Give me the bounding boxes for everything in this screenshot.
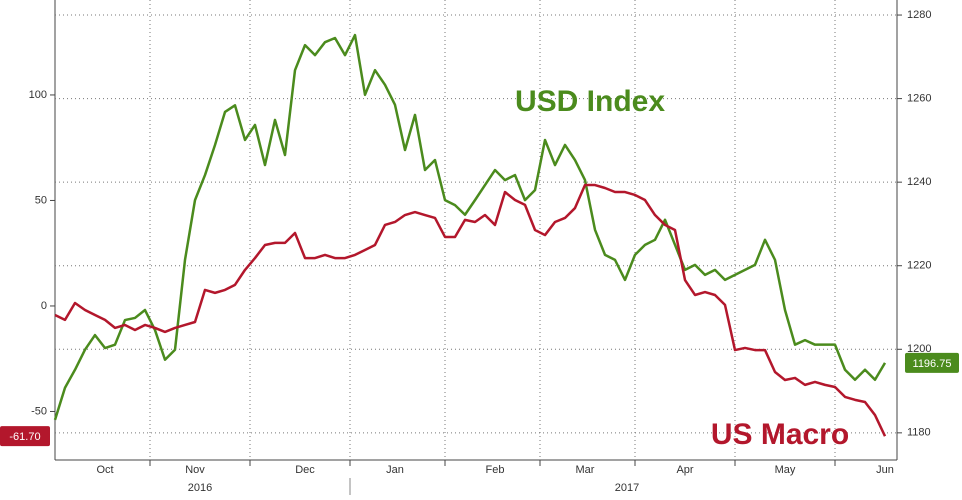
x-tick-label: Dec <box>295 464 315 476</box>
value-label-box <box>0 426 50 447</box>
y-tick-label: -50 <box>31 405 47 417</box>
x-tick-label: May <box>775 464 796 476</box>
x-tick-label: Feb <box>486 464 505 476</box>
x-tick-label: Jun <box>876 464 894 476</box>
value-label: 1196.75 <box>913 358 952 370</box>
year-label: 2017 <box>615 482 639 494</box>
y2-tick-label: 1180 <box>907 427 931 439</box>
line <box>53 33 887 421</box>
x-tick-label: Mar <box>576 464 595 476</box>
y2-tick-label: 1240 <box>907 176 931 188</box>
x-tick-label: Oct <box>96 464 113 476</box>
x-tick-label: Nov <box>185 464 205 476</box>
line <box>54 183 887 437</box>
y2-tick-label: 1280 <box>907 9 931 21</box>
x-tick-label: Apr <box>676 464 693 476</box>
y2-tick-label: 1220 <box>907 260 931 272</box>
y-tick-label: 50 <box>35 194 47 206</box>
y2-tick-label: 1260 <box>907 93 931 105</box>
year-label: 2016 <box>188 482 212 494</box>
value-label-box <box>905 352 959 373</box>
y-tick-label: 0 <box>41 300 47 312</box>
series-label: US Macro <box>711 418 849 451</box>
y2-tick-label: 1200 <box>907 343 931 355</box>
series-label: USD Index <box>515 85 665 118</box>
x-tick-label: Jan <box>386 464 404 476</box>
value-label: -61.70 <box>9 431 40 443</box>
y-tick-label: 100 <box>29 89 47 101</box>
